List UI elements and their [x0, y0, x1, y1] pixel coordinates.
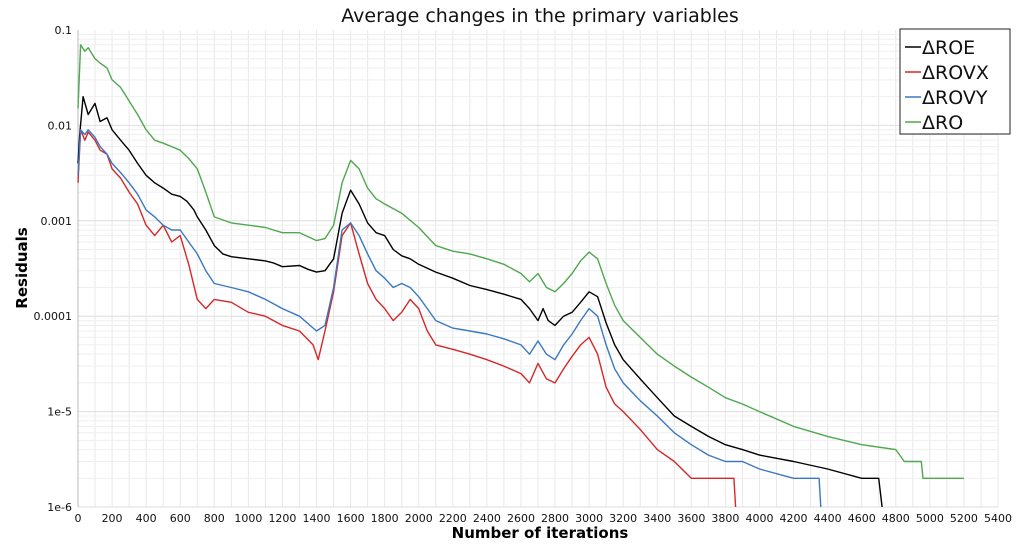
x-tick-label: 5400 [984, 512, 1012, 525]
x-tick-label: 3400 [643, 512, 671, 525]
x-tick-label: 4600 [848, 512, 876, 525]
legend-entry: ΔRO [922, 112, 963, 134]
x-tick-label: 1000 [234, 512, 262, 525]
x-tick-label: 1600 [337, 512, 365, 525]
x-tick-label: 5200 [950, 512, 978, 525]
x-tick-label: 4400 [814, 512, 842, 525]
x-ticks: 0 200 400 600 800 1000 1200 1400 1600 1800 2000 220… [75, 512, 1013, 525]
x-tick-label: 2200 [439, 512, 467, 525]
x-tick-label: 4000 [745, 512, 773, 525]
series-line [77, 129, 737, 508]
x-tick-label: 400 [136, 512, 157, 525]
grid [77, 30, 999, 508]
chart-title: Average changes in the primary variables [341, 5, 738, 27]
legend-entry: ΔROE [922, 37, 975, 59]
legend-entry: ΔROVY [922, 87, 988, 109]
y-tick-label: 0.001 [41, 215, 73, 228]
series-line [77, 96, 883, 508]
x-tick-label: 2800 [541, 512, 569, 525]
x-tick-label: 1200 [268, 512, 296, 525]
series-line [77, 129, 822, 508]
x-tick-label: 4800 [882, 512, 910, 525]
x-tick-label: 3200 [609, 512, 637, 525]
x-axis-title: Number of iterations [452, 524, 629, 542]
x-tick-label: 3000 [575, 512, 603, 525]
x-tick-label: 4200 [780, 512, 808, 525]
y-tick-label: 1e-6 [47, 501, 72, 514]
y-tick-label: 1e-5 [47, 406, 72, 419]
y-axis-title: Residuals [13, 227, 31, 308]
y-tick-label: 0.0001 [34, 310, 73, 323]
legend-entry: ΔROVX [922, 62, 989, 84]
x-tick-label: 200 [102, 512, 123, 525]
x-tick-label: 3600 [677, 512, 705, 525]
x-tick-label: 3800 [711, 512, 739, 525]
y-ticks: 0.1 0.01 0.001 0.0001 1e-5 1e-6 [34, 24, 73, 514]
y-tick-label: 0.01 [48, 119, 73, 132]
x-tick-label: 2000 [405, 512, 433, 525]
x-tick-label: 1800 [371, 512, 399, 525]
x-tick-label: 5000 [916, 512, 944, 525]
y-tick-label: 0.1 [55, 24, 73, 37]
legend: ΔROE ΔROVX ΔROVY ΔRO [899, 28, 1011, 135]
series-lines [77, 44, 964, 508]
x-tick-label: 0 [75, 512, 82, 525]
x-tick-label: 800 [204, 512, 225, 525]
x-tick-label: 2600 [507, 512, 535, 525]
x-tick-label: 1400 [303, 512, 331, 525]
x-tick-label: 600 [170, 512, 191, 525]
series-line [77, 44, 964, 479]
x-tick-label: 2400 [473, 512, 501, 525]
